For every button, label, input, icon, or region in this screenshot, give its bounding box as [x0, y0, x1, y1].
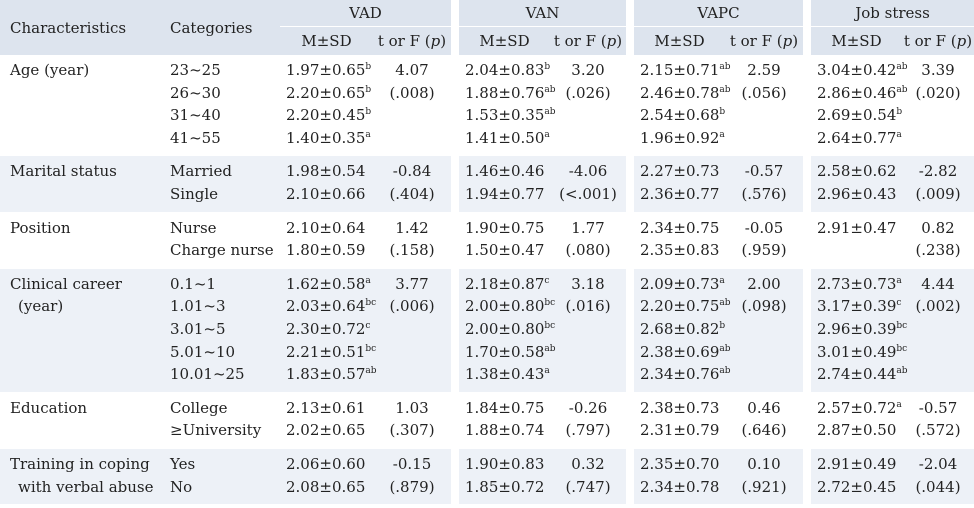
header-group-job-stress: Job stress — [803, 0, 974, 27]
vad-t-or-f-cell: 4.07 (.008) — [373, 55, 455, 156]
vapc-t-or-f-cell: -0.05 (.959) — [725, 211, 807, 269]
van-t-or-f-cell: -4.06 (<.001) — [550, 155, 630, 213]
job-stress-mean-sd-cell: 2.57±0.72a 2.87±0.50 — [803, 391, 902, 449]
table-row: Marital status Married Single 1.98±0.54 2.10… — [0, 155, 974, 213]
subheader-vad-mean-sd: M±SD — [280, 26, 373, 55]
header-group-van: VAN — [451, 0, 630, 27]
van-mean-sd-cell: 1.84±0.75 1.88±0.74 — [451, 391, 550, 449]
table-row: Age (year) 23~25 26~30 31~40 41~55 1.97±0.65b… — [0, 55, 974, 156]
job-stress-mean-sd-cell: 2.58±0.62 2.96±0.43 — [803, 155, 902, 213]
subheader-vad-t-or-f: t or F (p) — [373, 26, 455, 55]
vapc-t-or-f-cell: 0.46 (.646) — [725, 391, 807, 449]
van-mean-sd-cell: 1.90±0.83 1.85±0.72 — [451, 447, 550, 505]
subheader-van-t-or-f: t or F (p) — [550, 26, 630, 55]
job-stress-t-or-f-cell: 3.39 (.020) — [902, 55, 974, 156]
header-group-vapc: VAPC — [626, 0, 807, 27]
subheader-vapc-t-or-f: t or F (p) — [725, 26, 807, 55]
vapc-t-or-f-cell: 2.00 (.098) — [725, 267, 807, 393]
job-stress-t-or-f-cell: -2.82 (.009) — [902, 155, 974, 213]
job-stress-t-or-f-cell: 0.82 (.238) — [902, 211, 974, 269]
van-mean-sd-cell: 1.46±0.46 1.94±0.77 — [451, 155, 550, 213]
table-body: Age (year) 23~25 26~30 31~40 41~55 1.97±0.65b… — [0, 55, 974, 505]
vad-mean-sd-cell: 1.62±0.58a 2.03±0.64bc 2.30±0.72c 2.21±0.51… — [280, 267, 377, 393]
van-t-or-f-cell: 3.18 (.016) — [550, 267, 630, 393]
vapc-mean-sd-cell: 2.34±0.75 2.35±0.83 — [626, 211, 725, 269]
vad-mean-sd-cell: 2.06±0.60 2.08±0.65 — [280, 447, 373, 505]
characteristic-cell: Position — [0, 211, 160, 269]
job-stress-mean-sd-cell: 2.91±0.49 2.72±0.45 — [803, 447, 902, 505]
characteristic-cell: Marital status — [0, 155, 160, 213]
vapc-mean-sd-cell: 2.27±0.73 2.36±0.77 — [626, 155, 725, 213]
vapc-mean-sd-cell: 2.15±0.71ab 2.46±0.78ab 2.54±0.68b 1.96±0.9… — [626, 55, 731, 156]
vapc-mean-sd-cell: 2.38±0.73 2.31±0.79 — [626, 391, 725, 449]
vapc-mean-sd-cell: 2.09±0.73a 2.20±0.75ab 2.68±0.82b 2.38±0.69… — [626, 267, 731, 393]
vad-t-or-f-cell: -0.84 (.404) — [373, 155, 455, 213]
category-cell: 23~25 26~30 31~40 41~55 — [160, 55, 280, 156]
subheader-job-stress-t-or-f: t or F (p) — [902, 26, 974, 55]
job-stress-t-or-f-cell: -0.57 (.572) — [902, 391, 974, 449]
characteristic-cell: Age (year) — [0, 55, 160, 156]
vad-mean-sd-cell: 2.10±0.64 1.80±0.59 — [280, 211, 373, 269]
category-cell: College ≥University — [160, 391, 280, 449]
subheader-job-stress-mean-sd: M±SD — [803, 26, 902, 55]
vapc-mean-sd-cell: 2.35±0.70 2.34±0.78 — [626, 447, 725, 505]
header-characteristics: Characteristics — [0, 0, 160, 55]
vapc-t-or-f-cell: -0.57 (.576) — [725, 155, 807, 213]
category-cell: 0.1~1 1.01~3 3.01~5 5.01~10 10.01~25 — [160, 267, 280, 393]
job-stress-t-or-f-cell: 4.44 (.002) — [902, 267, 974, 393]
vapc-t-or-f-cell: 0.10 (.921) — [725, 447, 807, 505]
table-row: Training in coping with verbal abuse Yes No… — [0, 447, 974, 505]
subheader-vapc-mean-sd: M±SD — [626, 26, 725, 55]
van-mean-sd-cell: 1.90±0.75 1.50±0.47 — [451, 211, 550, 269]
van-t-or-f-cell: 1.77 (.080) — [550, 211, 630, 269]
van-t-or-f-cell: 3.20 (.026) — [550, 55, 630, 156]
characteristic-cell: Clinical career (year) — [0, 267, 160, 393]
job-stress-t-or-f-cell: -2.04 (.044) — [902, 447, 974, 505]
van-mean-sd-cell: 2.18±0.87c 2.00±0.80bc 2.00±0.80bc 1.70±0.5… — [451, 267, 556, 393]
table-row: Clinical career (year) 0.1~1 1.01~3 3.01~5 5.… — [0, 267, 974, 393]
category-cell: Yes No — [160, 447, 280, 505]
van-t-or-f-cell: 0.32 (.747) — [550, 447, 630, 505]
van-t-or-f-cell: -0.26 (.797) — [550, 391, 630, 449]
vapc-t-or-f-cell: 2.59 (.056) — [725, 55, 807, 156]
vad-mean-sd-cell: 1.98±0.54 2.10±0.66 — [280, 155, 373, 213]
vad-mean-sd-cell: 2.13±0.61 2.02±0.65 — [280, 391, 373, 449]
table-row: Position Nurse Charge nurse 2.10±0.64 1.80±0… — [0, 211, 974, 269]
header-categories: Categories — [160, 0, 280, 55]
characteristic-cell: Training in coping with verbal abuse — [0, 447, 160, 505]
characteristic-cell: Education — [0, 391, 160, 449]
job-stress-mean-sd-cell: 3.04±0.42ab 2.86±0.46ab 2.69±0.54b 2.64±0.7… — [803, 55, 908, 156]
vad-t-or-f-cell: 1.42 (.158) — [373, 211, 455, 269]
vad-t-or-f-cell: 1.03 (.307) — [373, 391, 455, 449]
job-stress-mean-sd-cell: 2.91±0.47 — [803, 211, 902, 269]
subheader-van-mean-sd: M±SD — [451, 26, 550, 55]
van-mean-sd-cell: 2.04±0.83b 1.88±0.76ab 1.53±0.35ab 1.41±0.5… — [451, 55, 556, 156]
table-header: Characteristics Categories VAD VAN VAPC … — [0, 0, 974, 55]
vad-mean-sd-cell: 1.97±0.65b 2.20±0.65b 2.20±0.45b 1.40±0.35a — [280, 55, 373, 156]
category-cell: Nurse Charge nurse — [160, 211, 280, 269]
header-group-vad: VAD — [280, 0, 455, 27]
job-stress-mean-sd-cell: 2.73±0.73a 3.17±0.39c 2.96±0.39bc 3.01±0.49… — [803, 267, 908, 393]
table-row: Education College ≥University 2.13±0.61 2.02… — [0, 391, 974, 449]
category-cell: Married Single — [160, 155, 280, 213]
vad-t-or-f-cell: -0.15 (.879) — [373, 447, 455, 505]
vad-t-or-f-cell: 3.77 (.006) — [373, 267, 455, 393]
